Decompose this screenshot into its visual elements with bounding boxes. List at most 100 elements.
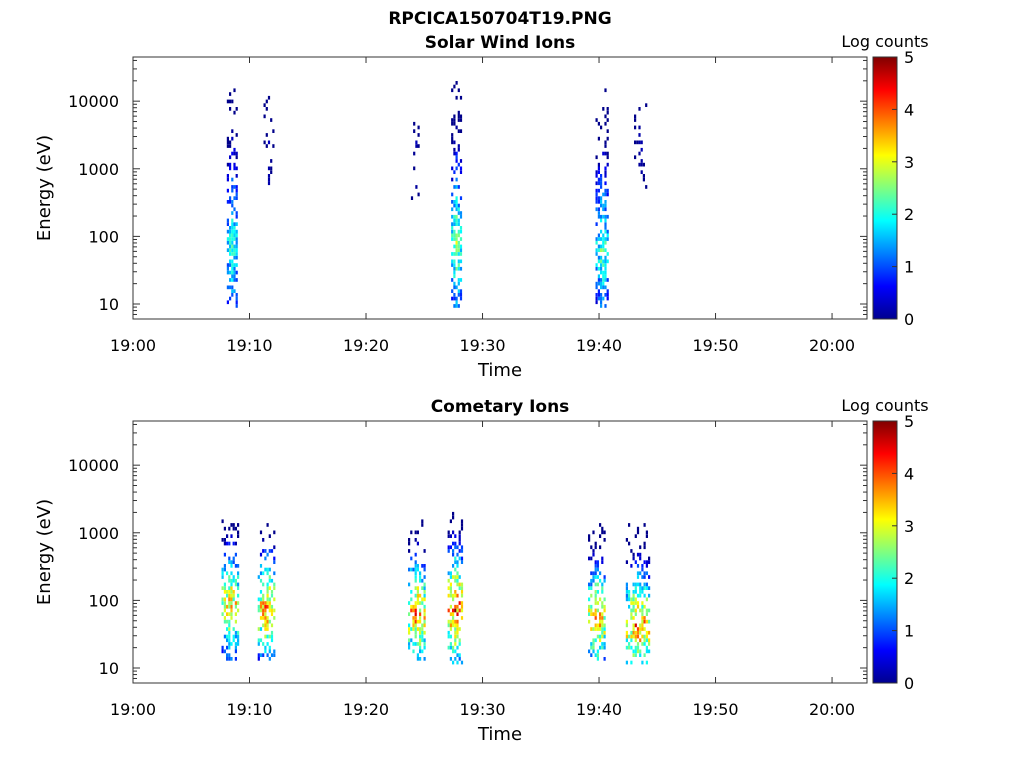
heatmap-cell: [595, 240, 598, 245]
heatmap-cell: [643, 604, 646, 609]
heatmap-cell: [600, 174, 603, 178]
heatmap-cell: [601, 627, 604, 631]
heatmap-cell: [423, 630, 426, 635]
heatmap-cell: [634, 586, 637, 590]
heatmap-cell: [456, 571, 459, 576]
heatmap-cell: [453, 218, 456, 223]
heatmap-cell: [645, 582, 648, 587]
heatmap-cell: [636, 593, 640, 598]
heatmap-cell: [257, 642, 260, 646]
heatmap-cell: [601, 601, 604, 605]
heatmap-cell: [643, 523, 646, 527]
heatmap-cell: [451, 222, 454, 226]
heatmap-cell: [458, 575, 461, 579]
y-tick-label: 10000: [68, 456, 119, 475]
heatmap-cell: [226, 248, 229, 252]
heatmap-cell: [459, 196, 463, 200]
heatmap-cell: [460, 601, 464, 605]
heatmap-cell: [592, 552, 595, 557]
heatmap-cell: [630, 597, 633, 602]
heatmap-cell: [451, 88, 454, 93]
colorbar-tick-label: 2: [904, 205, 914, 224]
heatmap-cell: [229, 252, 232, 256]
heatmap-cell: [604, 174, 607, 178]
heatmap-cell: [643, 638, 646, 643]
heatmap-cell: [634, 612, 637, 616]
heatmap-cell: [259, 590, 263, 594]
heatmap-cell: [235, 233, 238, 238]
heatmap-cell: [452, 608, 455, 613]
heatmap-cell: [601, 586, 604, 590]
heatmap-cell: [625, 560, 628, 564]
heatmap-cell: [226, 534, 229, 538]
heatmap-cell: [645, 638, 648, 643]
heatmap-cell: [451, 200, 454, 204]
heatmap-cell: [456, 634, 459, 639]
heatmap-cell: [459, 229, 463, 234]
heatmap-cell: [459, 244, 463, 249]
heatmap-cell: [451, 136, 454, 141]
heatmap-cell: [648, 649, 651, 654]
heatmap-cell: [235, 211, 238, 215]
heatmap-cell: [636, 526, 640, 531]
axes: 19:00 19:10 19:20 19:30 19:40 19:50 20:00 10 100…: [68, 421, 867, 719]
heatmap-cell: [457, 244, 460, 249]
heatmap-cell: [599, 616, 602, 620]
heatmap-cell: [645, 597, 648, 602]
heatmap-cell: [632, 597, 635, 602]
heatmap-cell: [455, 285, 458, 290]
heatmap-cell: [460, 590, 464, 594]
heatmap-cell: [266, 571, 269, 576]
heatmap-cell: [600, 244, 603, 249]
heatmap-cell: [639, 608, 642, 613]
heatmap-cell: [634, 582, 637, 587]
heatmap-cell: [599, 645, 602, 650]
heatmap-cell: [455, 95, 458, 100]
heatmap-cell: [451, 118, 454, 122]
heatmap-cell: [460, 586, 464, 590]
heatmap-cell: [453, 270, 456, 275]
heatmap-cell: [457, 222, 460, 226]
heatmap-cell: [594, 653, 597, 657]
heatmap-cell: [221, 597, 224, 602]
heatmap-cell: [455, 218, 458, 223]
heatmap-cell: [455, 155, 458, 160]
heatmap-cell: [234, 552, 237, 557]
heatmap-cell: [414, 578, 417, 583]
heatmap-cell: [268, 649, 271, 654]
heatmap-cell: [228, 590, 231, 594]
heatmap-cell: [231, 240, 234, 245]
heatmap-cell: [458, 608, 461, 613]
heatmap-cell: [459, 118, 463, 122]
heatmap-cell: [634, 560, 637, 564]
heatmap-cell: [268, 578, 271, 583]
heatmap-cell: [235, 255, 238, 260]
heatmap-cell: [416, 530, 419, 535]
heatmap-cell: [634, 155, 637, 160]
heatmap-cell: [226, 657, 229, 661]
heatmap-cell: [226, 229, 229, 234]
heatmap-cell: [264, 619, 267, 624]
heatmap-cell: [231, 237, 234, 241]
heatmap-cell: [601, 582, 604, 587]
heatmap-cell: [416, 541, 419, 546]
heatmap-cell: [588, 534, 591, 538]
heatmap-cell: [416, 564, 419, 568]
heatmap-cell: [454, 642, 457, 646]
heatmap-cell: [648, 630, 651, 635]
heatmap-cell: [630, 601, 633, 605]
heatmap-cell: [421, 586, 424, 590]
heatmap-cell: [648, 560, 651, 564]
heatmap-cell: [237, 601, 240, 605]
heatmap-cell: [456, 608, 459, 613]
heatmap-cell: [642, 177, 645, 182]
heatmap-cell: [604, 274, 607, 279]
heatmap-cell: [588, 582, 591, 587]
heatmap-cell: [453, 266, 456, 271]
colorbar-tick-label: 1: [904, 258, 914, 277]
heatmap-cell: [453, 200, 456, 204]
heatmap-cell: [223, 541, 226, 546]
heatmap-cell: [414, 619, 417, 624]
heatmap-cell: [455, 177, 458, 182]
heatmap-cell: [648, 575, 651, 579]
